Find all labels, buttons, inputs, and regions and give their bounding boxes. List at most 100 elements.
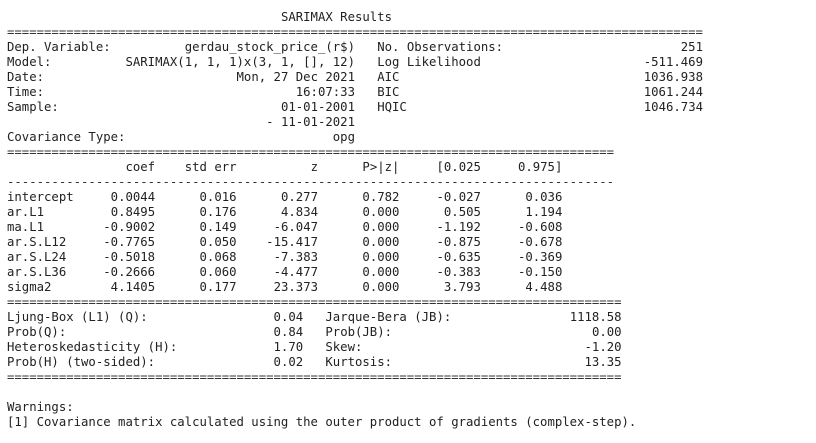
diag-value: 13.35: [584, 355, 622, 369]
summary-value: SARIMAX(1, 1, 1)x(3, 1, [], 12): [125, 55, 355, 69]
warnings-list: [1] Covariance matrix calculated using t…: [7, 415, 703, 430]
coef-value: -7.383: [273, 250, 318, 264]
stat-value: 1061.244: [643, 85, 703, 99]
stat-value: 251: [680, 40, 703, 54]
top-rule: ========================================…: [7, 25, 703, 39]
summary-value: gerdau_stock_price_(r$): [184, 40, 355, 54]
coef-value: 0.000: [362, 205, 400, 219]
coef-value: -0.875: [436, 235, 481, 249]
coef-row: ar.S.L12 -0.7765 0.050 -15.417 0.000 -0.…: [7, 235, 703, 250]
param-name: ar.S.L12: [7, 235, 67, 249]
coef-value: 0.8495: [110, 205, 156, 219]
coef-value: -0.383: [436, 265, 481, 279]
coef-value: -0.635: [436, 250, 481, 264]
diag-label: Prob(Q):: [7, 325, 67, 339]
coef-value: -0.5018: [103, 250, 156, 264]
summary-row: Date: Mon, 27 Dec 2021 AIC 1036.938: [7, 70, 703, 85]
diag-value: 0.04: [273, 310, 304, 324]
stat-value: 1036.938: [643, 70, 703, 84]
coef-table-header: coef std err z P>|z| [0.025 0.975]: [7, 160, 703, 175]
diag-row: Prob(H) (two-sided): 0.02 Kurtosis: 13.3…: [7, 355, 703, 370]
diag-label: Prob(JB):: [325, 325, 393, 339]
coef-value: -1.192: [436, 220, 481, 234]
coef-header-cell: [0.025: [436, 160, 481, 174]
warnings-title: Warnings:: [7, 400, 74, 414]
coef-value: 0.000: [362, 235, 400, 249]
coef-value: -0.2666: [103, 265, 156, 279]
diag-label: Heteroskedasticity (H):: [7, 340, 178, 354]
coef-row: sigma2 4.1405 0.177 23.373 0.000 3.793 4…: [7, 280, 703, 295]
coef-value: 0.000: [362, 265, 400, 279]
stat-label: AIC: [377, 70, 400, 84]
coef-row: intercept 0.0044 0.016 0.277 0.782 -0.02…: [7, 190, 703, 205]
coef-header-cell: z: [310, 160, 318, 174]
summary-row: Sample: 01-01-2001 HQIC 1046.734: [7, 100, 703, 115]
coef-header-rule: ----------------------------------------…: [7, 175, 615, 189]
param-name: ar.S.L36: [7, 265, 67, 279]
summary-block: Dep. Variable: gerdau_stock_price_(r$) N…: [7, 40, 703, 145]
diag-row: Prob(Q): 0.84 Prob(JB): 0.00: [7, 325, 703, 340]
coef-value: -0.9002: [103, 220, 156, 234]
coef-value: -0.608: [517, 220, 563, 234]
summary-label: Date:: [7, 70, 45, 84]
coef-value: 0.277: [280, 190, 318, 204]
coef-header-cell: coef: [125, 160, 156, 174]
summary-value: Mon, 27 Dec 2021: [236, 70, 355, 84]
param-name: sigma2: [7, 280, 52, 294]
coef-value: -0.150: [517, 265, 563, 279]
coef-value: 3.793: [443, 280, 481, 294]
stat-label: Log Likelihood: [377, 55, 481, 69]
diag-label: Ljung-Box (L1) (Q):: [7, 310, 148, 324]
coef-header-cell: P>|z|: [362, 160, 400, 174]
diag-bottom-rule: ========================================…: [7, 370, 622, 384]
stat-label: BIC: [377, 85, 400, 99]
coef-value: 0.782: [362, 190, 400, 204]
diag-top-rule: ========================================…: [7, 295, 622, 309]
summary-row: Time: 16:07:33 BIC 1061.244: [7, 85, 703, 100]
coef-top-rule: ========================================…: [7, 145, 615, 159]
coef-value: 0.016: [199, 190, 237, 204]
coef-value: -0.027: [436, 190, 481, 204]
coef-table: intercept 0.0044 0.016 0.277 0.782 -0.02…: [7, 190, 703, 295]
summary-label: Covariance Type:: [7, 130, 126, 144]
coef-value: -4.477: [273, 265, 318, 279]
summary-value: 16:07:33: [295, 85, 355, 99]
coef-value: 0.036: [525, 190, 563, 204]
stat-label: HQIC: [377, 100, 407, 114]
diag-row: Ljung-Box (L1) (Q): 0.04 Jarque-Bera (JB…: [7, 310, 703, 325]
coef-row: ar.S.L24 -0.5018 0.068 -7.383 0.000 -0.6…: [7, 250, 703, 265]
coef-value: -15.417: [266, 235, 318, 249]
diag-label: Skew:: [325, 340, 363, 354]
coef-value: 0.505: [443, 205, 481, 219]
diag-row: Heteroskedasticity (H): 1.70 Skew: -1.20: [7, 340, 703, 355]
summary-value: 01-01-2001: [280, 100, 355, 114]
coef-value: -6.047: [273, 220, 319, 234]
summary-row: Dep. Variable: gerdau_stock_price_(r$) N…: [7, 40, 703, 55]
coef-value: 4.488: [525, 280, 563, 294]
coef-value: 0.060: [199, 265, 237, 279]
coef-value: 0.000: [362, 250, 400, 264]
warning-line: [1] Covariance matrix calculated using t…: [7, 415, 637, 429]
coef-value: 0.149: [199, 220, 237, 234]
summary-value: - 11-01-2021: [266, 115, 355, 129]
summary-label: Dep. Variable:: [7, 40, 111, 54]
param-name: intercept: [7, 190, 74, 204]
coef-row: ar.L1 0.8495 0.176 4.834 0.000 0.505 1.1…: [7, 205, 703, 220]
stat-value: -511.469: [643, 55, 703, 69]
coef-row: ar.S.L36 -0.2666 0.060 -4.477 0.000 -0.3…: [7, 265, 703, 280]
summary-row: Covariance Type: opg: [7, 130, 703, 145]
coef-header-cell: std err: [184, 160, 237, 174]
coef-value: -0.7765: [103, 235, 156, 249]
param-name: ar.S.L24: [7, 250, 67, 264]
param-name: ar.L1: [7, 205, 45, 219]
coef-row: ma.L1 -0.9002 0.149 -6.047 0.000 -1.192 …: [7, 220, 703, 235]
diagnostics-table: Ljung-Box (L1) (Q): 0.04 Jarque-Bera (JB…: [7, 310, 703, 370]
coef-value: 23.373: [273, 280, 318, 294]
summary-label: Sample:: [7, 100, 59, 114]
summary-row: - 11-01-2021: [7, 115, 703, 130]
diag-value: 0.84: [273, 325, 304, 339]
summary-value: opg: [332, 130, 355, 144]
coef-value: 4.1405: [110, 280, 156, 294]
diag-value: 0.00: [591, 325, 622, 339]
coef-value: 0.0044: [110, 190, 156, 204]
